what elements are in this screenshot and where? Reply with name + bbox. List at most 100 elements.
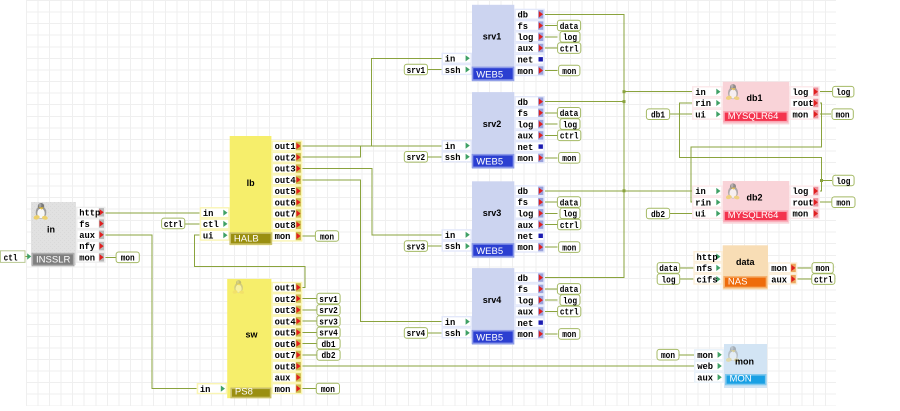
- svg-text:mon: mon: [562, 329, 576, 340]
- svg-text:mon: mon: [275, 385, 291, 395]
- svg-text:db2: db2: [746, 192, 762, 202]
- svg-text:aux: aux: [697, 373, 714, 383]
- svg-text:mon: mon: [320, 231, 334, 242]
- svg-text:log: log: [836, 176, 850, 187]
- svg-text:out6: out6: [275, 340, 296, 350]
- svg-text:in: in: [203, 209, 214, 219]
- svg-text:mon: mon: [793, 210, 809, 220]
- svg-text:log: log: [563, 32, 577, 43]
- svg-text:sw: sw: [245, 330, 258, 340]
- svg-text:log: log: [563, 119, 577, 130]
- svg-text:mon: mon: [562, 153, 576, 164]
- svg-text:out1: out1: [275, 142, 296, 152]
- svg-text:mon: mon: [518, 330, 534, 340]
- svg-text:out3: out3: [275, 306, 296, 316]
- svg-text:db2: db2: [651, 209, 665, 220]
- svg-text:MYSQLR64: MYSQLR64: [728, 111, 779, 122]
- svg-text:out8: out8: [275, 221, 296, 231]
- svg-text:net: net: [518, 232, 534, 242]
- svg-text:db1: db1: [746, 93, 762, 103]
- svg-text:srv3: srv3: [319, 316, 338, 327]
- svg-text:WEB5: WEB5: [476, 333, 503, 344]
- svg-text:db: db: [518, 98, 529, 108]
- svg-text:srv4: srv4: [407, 328, 426, 339]
- svg-text:fs: fs: [518, 109, 529, 119]
- svg-text:srv1: srv1: [483, 32, 502, 42]
- svg-text:ctrl: ctrl: [814, 274, 833, 285]
- svg-text:log: log: [518, 33, 534, 43]
- svg-text:log: log: [662, 274, 676, 285]
- svg-text:cifs: cifs: [697, 275, 718, 285]
- svg-text:web: web: [697, 362, 713, 372]
- svg-text:ctrl: ctrl: [560, 307, 579, 318]
- svg-text:ctrl: ctrl: [560, 220, 579, 231]
- svg-text:in: in: [445, 142, 456, 152]
- svg-text:http: http: [79, 209, 100, 219]
- svg-text:INSSLR: INSSLR: [36, 255, 70, 266]
- svg-text:MYSQLR64: MYSQLR64: [728, 210, 779, 221]
- svg-text:log: log: [518, 210, 534, 220]
- svg-text:mon: mon: [562, 242, 576, 253]
- svg-text:aux: aux: [771, 275, 788, 285]
- svg-text:log: log: [518, 120, 534, 130]
- svg-text:aux: aux: [275, 374, 292, 384]
- svg-text:mon: mon: [121, 253, 135, 264]
- svg-text:log: log: [563, 209, 577, 220]
- svg-text:rout: rout: [793, 198, 814, 208]
- svg-text:mon: mon: [661, 350, 675, 361]
- svg-text:aux: aux: [518, 132, 535, 142]
- svg-text:db: db: [518, 11, 529, 21]
- svg-text:out3: out3: [275, 165, 296, 175]
- svg-text:ssh: ssh: [445, 329, 461, 339]
- svg-text:WEB5: WEB5: [476, 246, 503, 257]
- svg-text:mon: mon: [518, 154, 534, 164]
- svg-text:mon: mon: [771, 264, 787, 274]
- svg-text:srv2: srv2: [483, 119, 502, 129]
- svg-text:srv1: srv1: [319, 294, 338, 305]
- svg-text:ctrl: ctrl: [164, 219, 183, 230]
- svg-text:mon: mon: [836, 110, 850, 121]
- svg-text:mon: mon: [735, 357, 754, 367]
- svg-text:net: net: [518, 56, 534, 66]
- svg-text:fs: fs: [518, 22, 529, 32]
- svg-text:out7: out7: [275, 210, 296, 220]
- svg-text:aux: aux: [518, 308, 535, 318]
- svg-text:mon: mon: [793, 110, 809, 120]
- svg-text:ssh: ssh: [445, 153, 461, 163]
- svg-text:out6: out6: [275, 198, 296, 208]
- svg-text:db1: db1: [651, 110, 665, 121]
- svg-text:in: in: [445, 318, 456, 328]
- svg-text:srv3: srv3: [483, 208, 502, 218]
- svg-text:out7: out7: [275, 351, 296, 361]
- svg-text:lb: lb: [247, 178, 256, 188]
- svg-text:WEB5: WEB5: [476, 69, 503, 80]
- svg-text:db: db: [518, 187, 529, 197]
- svg-text:log: log: [563, 295, 577, 306]
- svg-text:ctrl: ctrl: [560, 43, 579, 54]
- svg-text:log: log: [793, 187, 809, 197]
- svg-text:in: in: [445, 231, 456, 241]
- svg-text:fs: fs: [518, 198, 529, 208]
- svg-text:srv4: srv4: [319, 328, 338, 339]
- svg-text:data: data: [560, 108, 579, 119]
- svg-text:log: log: [836, 87, 850, 98]
- svg-text:out8: out8: [275, 362, 296, 372]
- svg-text:ctl: ctl: [4, 252, 18, 263]
- svg-text:log: log: [518, 296, 534, 306]
- svg-text:in: in: [695, 88, 706, 98]
- svg-text:out5: out5: [275, 187, 296, 197]
- svg-text:data: data: [736, 257, 756, 267]
- svg-text:MON: MON: [730, 374, 752, 385]
- svg-text:HALB: HALB: [234, 233, 259, 244]
- svg-text:out2: out2: [275, 295, 296, 305]
- svg-text:in: in: [47, 224, 55, 234]
- svg-text:ui: ui: [695, 210, 706, 220]
- svg-text:out5: out5: [275, 329, 296, 339]
- svg-text:aux: aux: [79, 231, 96, 241]
- svg-text:ssh: ssh: [445, 66, 461, 76]
- svg-text:out4: out4: [275, 317, 297, 327]
- svg-text:mon: mon: [816, 263, 830, 274]
- svg-text:net: net: [518, 319, 534, 329]
- svg-text:mon: mon: [275, 232, 291, 242]
- svg-text:srv2: srv2: [407, 152, 426, 163]
